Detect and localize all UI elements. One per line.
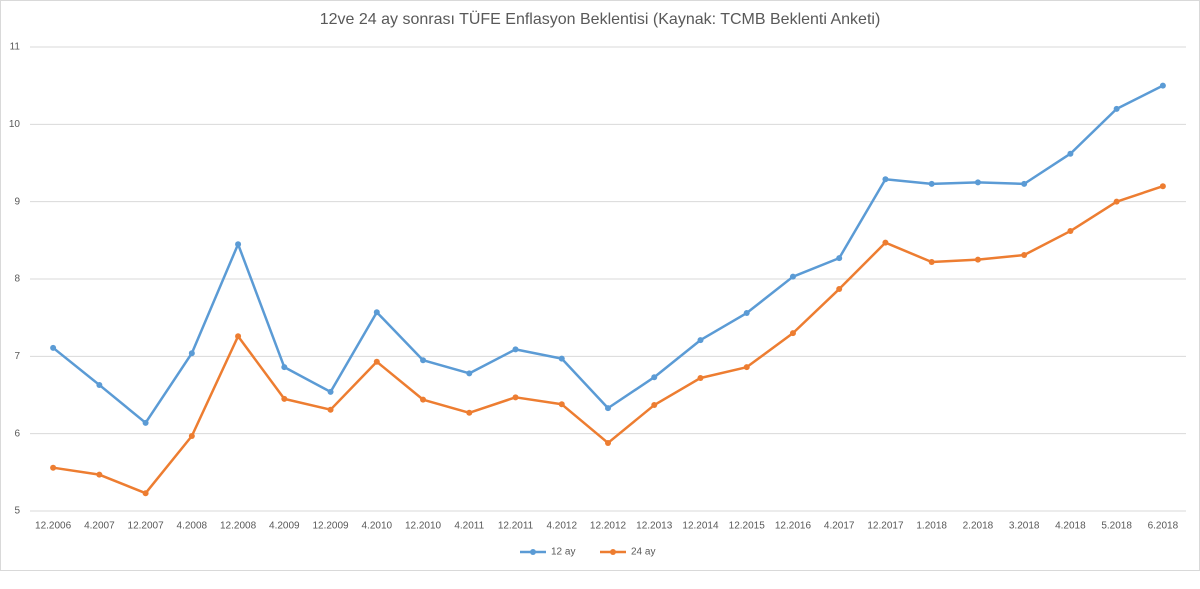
- data-point: [235, 333, 242, 340]
- data-point: [512, 346, 519, 353]
- data-point: [882, 239, 889, 246]
- data-point: [605, 439, 611, 446]
- data-point: [928, 180, 935, 187]
- x-tick-label: 4.2011: [454, 521, 484, 532]
- data-point: [974, 179, 981, 186]
- data-point: [1159, 82, 1166, 89]
- y-tick-label: 11: [10, 42, 21, 53]
- y-tick-label: 9: [14, 196, 20, 207]
- legend-label: 12 ay: [551, 547, 575, 558]
- data-point: [327, 406, 334, 413]
- data-point: [327, 388, 334, 395]
- x-tick-label: 12.2015: [729, 521, 766, 532]
- data-point: [420, 357, 427, 364]
- x-tick-label: 12.2010: [405, 521, 442, 532]
- legend-label: 24 ay: [631, 547, 655, 558]
- x-tick-label: 12.2007: [128, 521, 165, 532]
- x-tick-label: 1.2018: [916, 521, 947, 532]
- x-tick-label: 12.2008: [220, 521, 257, 532]
- data-point: [466, 370, 473, 377]
- y-tick-label: 10: [9, 119, 21, 130]
- x-tick-label: 12.2016: [775, 521, 812, 532]
- data-point: [96, 471, 103, 478]
- x-tick-label: 12.2009: [312, 521, 349, 532]
- x-tick-label: 6.2018: [1148, 521, 1179, 532]
- data-point: [420, 396, 427, 403]
- data-point: [789, 330, 796, 337]
- data-point: [974, 256, 981, 263]
- x-tick-label: 5.2018: [1101, 521, 1132, 532]
- data-point: [928, 258, 935, 265]
- data-point: [466, 409, 473, 416]
- data-point: [188, 350, 195, 357]
- data-point: [743, 310, 750, 317]
- data-point: [373, 309, 380, 316]
- x-tick-label: 4.2007: [84, 521, 115, 532]
- data-point: [1067, 228, 1074, 235]
- y-tick-label: 7: [14, 351, 20, 362]
- data-point: [142, 490, 149, 497]
- data-point: [512, 394, 519, 401]
- data-point: [96, 381, 103, 388]
- data-point: [50, 344, 57, 351]
- y-tick-label: 6: [14, 428, 20, 439]
- x-tick-label: 4.2017: [824, 521, 855, 532]
- data-point: [651, 374, 658, 381]
- data-point: [882, 176, 889, 183]
- x-tick-label: 4.2008: [177, 521, 208, 532]
- chart-border: [0, 0, 1200, 571]
- data-point: [281, 364, 288, 371]
- data-point: [1067, 150, 1074, 157]
- data-point: [651, 402, 658, 409]
- x-tick-label: 4.2018: [1055, 521, 1086, 532]
- chart-title: 12ve 24 ay sonrası TÜFE Enflasyon Beklen…: [320, 10, 881, 28]
- x-tick-label: 12.2011: [498, 521, 534, 532]
- x-tick-label: 12.2013: [636, 521, 673, 532]
- x-tick-label: 4.2010: [362, 521, 393, 532]
- data-point: [142, 419, 149, 426]
- y-tick-label: 5: [14, 506, 20, 517]
- data-point: [789, 273, 796, 280]
- data-point: [188, 432, 195, 439]
- y-tick-label: 8: [14, 274, 20, 285]
- data-point: [743, 364, 750, 371]
- data-point: [1021, 180, 1028, 187]
- x-tick-label: 4.2009: [269, 521, 300, 532]
- x-tick-label: 3.2018: [1009, 521, 1040, 532]
- data-point: [281, 395, 288, 402]
- data-point: [697, 374, 704, 381]
- data-point: [1113, 105, 1120, 112]
- x-tick-label: 12.2017: [867, 521, 904, 532]
- legend-marker: [530, 549, 536, 555]
- data-point: [235, 241, 242, 248]
- x-tick-label: 12.2012: [590, 521, 627, 532]
- data-point: [836, 255, 843, 262]
- data-point: [605, 405, 611, 412]
- data-point: [836, 286, 843, 293]
- data-point: [558, 401, 565, 408]
- x-tick-label: 12.2014: [682, 521, 719, 532]
- x-tick-label: 12.2006: [35, 521, 72, 532]
- data-point: [1021, 252, 1028, 259]
- x-tick-label: 2.2018: [963, 521, 994, 532]
- legend-marker: [610, 549, 616, 555]
- data-point: [373, 358, 380, 365]
- x-tick-label: 4.2012: [546, 521, 577, 532]
- data-point: [558, 355, 565, 362]
- data-point: [1113, 198, 1120, 205]
- data-point: [697, 337, 704, 344]
- data-point: [1159, 183, 1166, 190]
- data-point: [50, 464, 57, 471]
